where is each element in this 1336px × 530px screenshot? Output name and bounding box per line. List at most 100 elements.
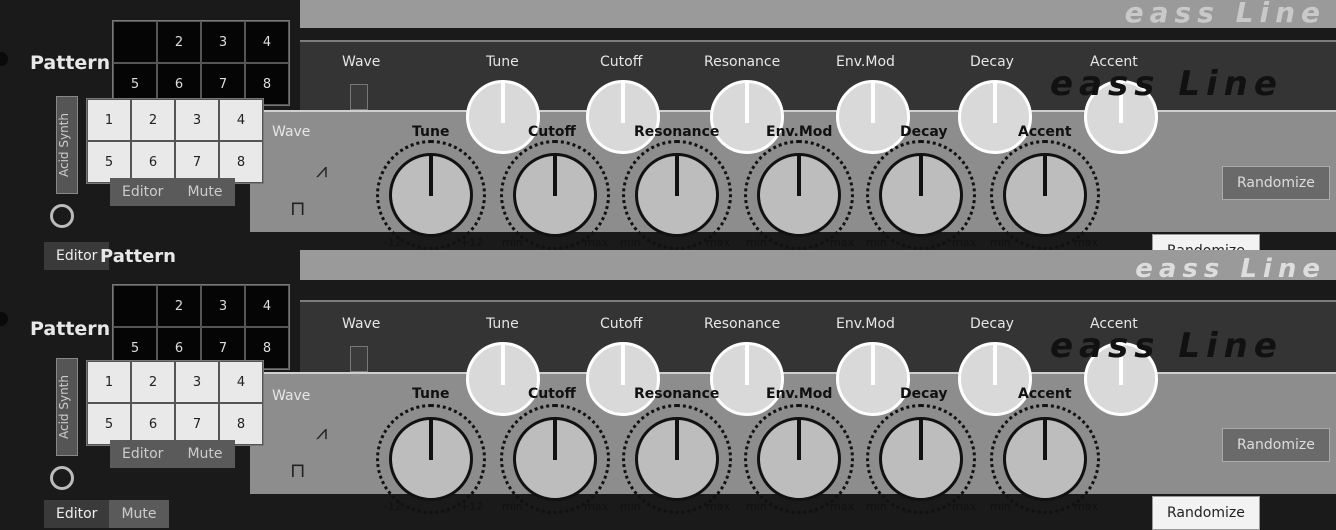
tune-knob-2[interactable]	[389, 417, 473, 501]
pattern-cell[interactable]: 6	[131, 141, 175, 183]
envmod-knob-back[interactable]	[836, 80, 910, 154]
decay-knob[interactable]	[879, 153, 963, 237]
resonance-knob-back[interactable]	[710, 80, 784, 154]
pattern-cell[interactable]	[113, 21, 157, 63]
resonance-knob-2[interactable]	[635, 417, 719, 501]
pattern-cell[interactable]: 2	[131, 99, 175, 141]
tune-knob-back-2[interactable]	[466, 342, 540, 416]
cutoff-knob[interactable]	[513, 153, 597, 237]
accent-knob-back[interactable]	[1084, 80, 1158, 154]
knob-label-cutoff-front-2: Cutoff	[528, 386, 576, 402]
knob-label-accent: Accent	[1090, 54, 1138, 70]
editor-tab[interactable]: Editor	[110, 178, 176, 206]
pattern-cell[interactable]: 8	[219, 403, 263, 445]
editor-tab[interactable]: Editor	[110, 440, 176, 468]
envmod-knob[interactable]	[757, 153, 841, 237]
knob-label-tune-front: Tune	[412, 124, 450, 140]
knob-label-resonance-front-2: Resonance	[634, 386, 720, 402]
tune-knob[interactable]	[389, 153, 473, 237]
randomize-button-back-2[interactable]: Randomize	[1222, 428, 1330, 462]
pattern-cell[interactable]: 2	[157, 285, 201, 327]
envmod-knob-2[interactable]	[757, 417, 841, 501]
pattern-cell[interactable]: 3	[175, 99, 219, 141]
wave-selector[interactable]	[350, 84, 368, 110]
saw-wave-icon[interactable]: ⩘	[316, 158, 328, 182]
knob-label-decay-front: Decay	[900, 124, 948, 140]
pattern-cell[interactable]: 3	[175, 361, 219, 403]
wave-label: Wave	[342, 54, 381, 70]
editor-tab[interactable]: Editor	[44, 500, 110, 528]
resonance-knob-back-2[interactable]	[710, 342, 784, 416]
cutoff-knob-back-2[interactable]	[586, 342, 660, 416]
acid-synth-tab[interactable]: Acid Synth	[56, 96, 78, 194]
pattern-cell[interactable]: 4	[219, 99, 263, 141]
wave-selector-2[interactable]	[350, 346, 368, 372]
randomize-button-2[interactable]: Randomize	[1152, 496, 1260, 530]
editor-tabs-bottom: Editor Mute	[44, 500, 169, 528]
saw-wave-icon-2[interactable]: ⩘	[316, 420, 328, 444]
brand-logo-inner-2: eass Line	[1050, 326, 1283, 366]
pattern-cell[interactable]: 8	[219, 141, 263, 183]
pattern-grid: 2 3 4 5 6 7 8	[112, 20, 290, 106]
envmod-knob-back-2[interactable]	[836, 342, 910, 416]
cutoff-min-label: min	[502, 236, 523, 249]
pattern-cell[interactable]	[113, 285, 157, 327]
editor-tabs: Editor Mute	[110, 178, 235, 206]
knob-label-envmod: Env.Mod	[836, 54, 895, 70]
mute-tab[interactable]: Mute	[109, 500, 169, 528]
middle-band	[300, 250, 1336, 280]
pattern-cell[interactable]: 7	[175, 403, 219, 445]
redo-icon[interactable]	[50, 204, 74, 228]
pattern-cell[interactable]: 4	[245, 285, 289, 327]
tune-min-label-2: -12	[384, 500, 402, 513]
resonance-max-label: max	[706, 236, 730, 249]
accent-knob[interactable]	[1003, 153, 1087, 237]
decay-knob-2[interactable]	[879, 417, 963, 501]
redo-icon-2[interactable]	[50, 466, 74, 490]
pattern-cell[interactable]: 7	[175, 141, 219, 183]
accent-knob-back-2[interactable]	[1084, 342, 1158, 416]
accent-knob-ticks-2	[990, 404, 1100, 514]
decay-min-label-2: min	[866, 500, 887, 513]
pattern-cell[interactable]: 3	[201, 21, 245, 63]
wave-label-2: Wave	[342, 316, 381, 332]
pattern-cell[interactable]: 4	[245, 21, 289, 63]
pattern-cell[interactable]: 2	[157, 21, 201, 63]
accent-min-label-2: min	[990, 500, 1011, 513]
resonance-knob[interactable]	[635, 153, 719, 237]
square-wave-icon[interactable]: ⊓	[290, 196, 306, 220]
tune-knob-back[interactable]	[466, 80, 540, 154]
decay-knob-back-2[interactable]	[958, 342, 1032, 416]
pattern-cell[interactable]: 5	[87, 141, 131, 183]
cutoff-min-label-2: min	[502, 500, 523, 513]
pattern-cell[interactable]: 5	[87, 403, 131, 445]
square-wave-icon-2[interactable]: ⊓	[290, 458, 306, 482]
decay-knob-back[interactable]	[958, 80, 1032, 154]
mute-tab[interactable]: Mute	[175, 440, 235, 468]
pattern-cell[interactable]: 6	[131, 403, 175, 445]
pattern-cell[interactable]: 1	[87, 361, 131, 403]
brand-logo-inner: eass Line	[1050, 64, 1283, 104]
knob-label-decay: Decay	[970, 54, 1014, 70]
wave-label-front-2: Wave	[272, 388, 311, 404]
pattern-cell[interactable]: 2	[131, 361, 175, 403]
pattern-cell[interactable]: 3	[201, 285, 245, 327]
pattern-cell[interactable]: 4	[219, 361, 263, 403]
accent-knob-2[interactable]	[1003, 417, 1087, 501]
acid-synth-tab-2[interactable]: Acid Synth	[56, 358, 78, 456]
randomize-button-back[interactable]: Randomize	[1222, 166, 1330, 200]
cutoff-knob-2[interactable]	[513, 417, 597, 501]
envmod-min-label: min	[746, 236, 767, 249]
pattern-cell[interactable]: 1	[87, 99, 131, 141]
decay-knob-ticks-2	[866, 404, 976, 514]
cutoff-max-label-2: max	[584, 500, 608, 513]
knob-label-tune: Tune	[486, 54, 519, 70]
decay-max-label-2: max	[952, 500, 976, 513]
knob-label-envmod-front: Env.Mod	[766, 124, 833, 140]
knob-label-resonance-2: Resonance	[704, 316, 781, 332]
decay-min-label: min	[866, 236, 887, 249]
editor-tab[interactable]: Editor	[44, 242, 110, 270]
top-title-band	[300, 0, 1336, 28]
cutoff-knob-back[interactable]	[586, 80, 660, 154]
mute-tab[interactable]: Mute	[175, 178, 235, 206]
